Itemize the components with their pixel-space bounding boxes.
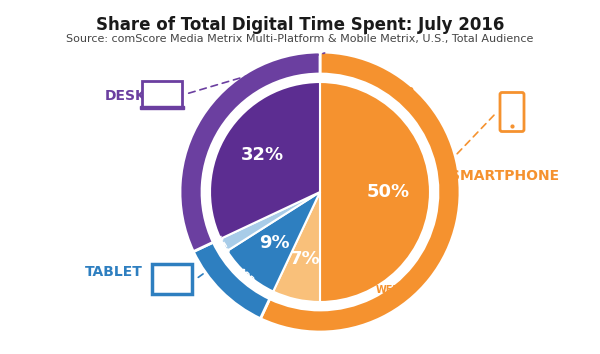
Text: Source: comScore Media Metrix Multi-Platform & Mobile Metrix, U.S., Total Audien: Source: comScore Media Metrix Multi-Plat… xyxy=(67,34,533,44)
Wedge shape xyxy=(320,82,430,302)
Wedge shape xyxy=(260,52,460,332)
Text: APP: APP xyxy=(390,87,415,97)
Text: DESKTOP: DESKTOP xyxy=(105,89,179,103)
Wedge shape xyxy=(273,192,320,302)
Text: SMARTPHONE: SMARTPHONE xyxy=(451,169,560,183)
FancyBboxPatch shape xyxy=(142,81,182,107)
FancyBboxPatch shape xyxy=(500,92,524,131)
Text: WEB: WEB xyxy=(375,285,400,295)
FancyBboxPatch shape xyxy=(152,264,192,294)
Text: 50%: 50% xyxy=(367,183,410,201)
Text: APP: APP xyxy=(235,267,255,286)
Wedge shape xyxy=(180,52,320,252)
Wedge shape xyxy=(227,192,320,292)
Wedge shape xyxy=(210,82,320,239)
Text: WEB: WEB xyxy=(212,235,230,258)
Text: Share of Total Digital Time Spent: July 2016: Share of Total Digital Time Spent: July … xyxy=(96,16,504,34)
Text: 9%: 9% xyxy=(260,234,290,252)
FancyBboxPatch shape xyxy=(140,106,184,109)
Text: TABLET: TABLET xyxy=(85,265,143,279)
Text: 32%: 32% xyxy=(241,147,284,165)
Wedge shape xyxy=(220,192,320,251)
Wedge shape xyxy=(193,242,270,319)
Text: 7%: 7% xyxy=(290,250,320,268)
